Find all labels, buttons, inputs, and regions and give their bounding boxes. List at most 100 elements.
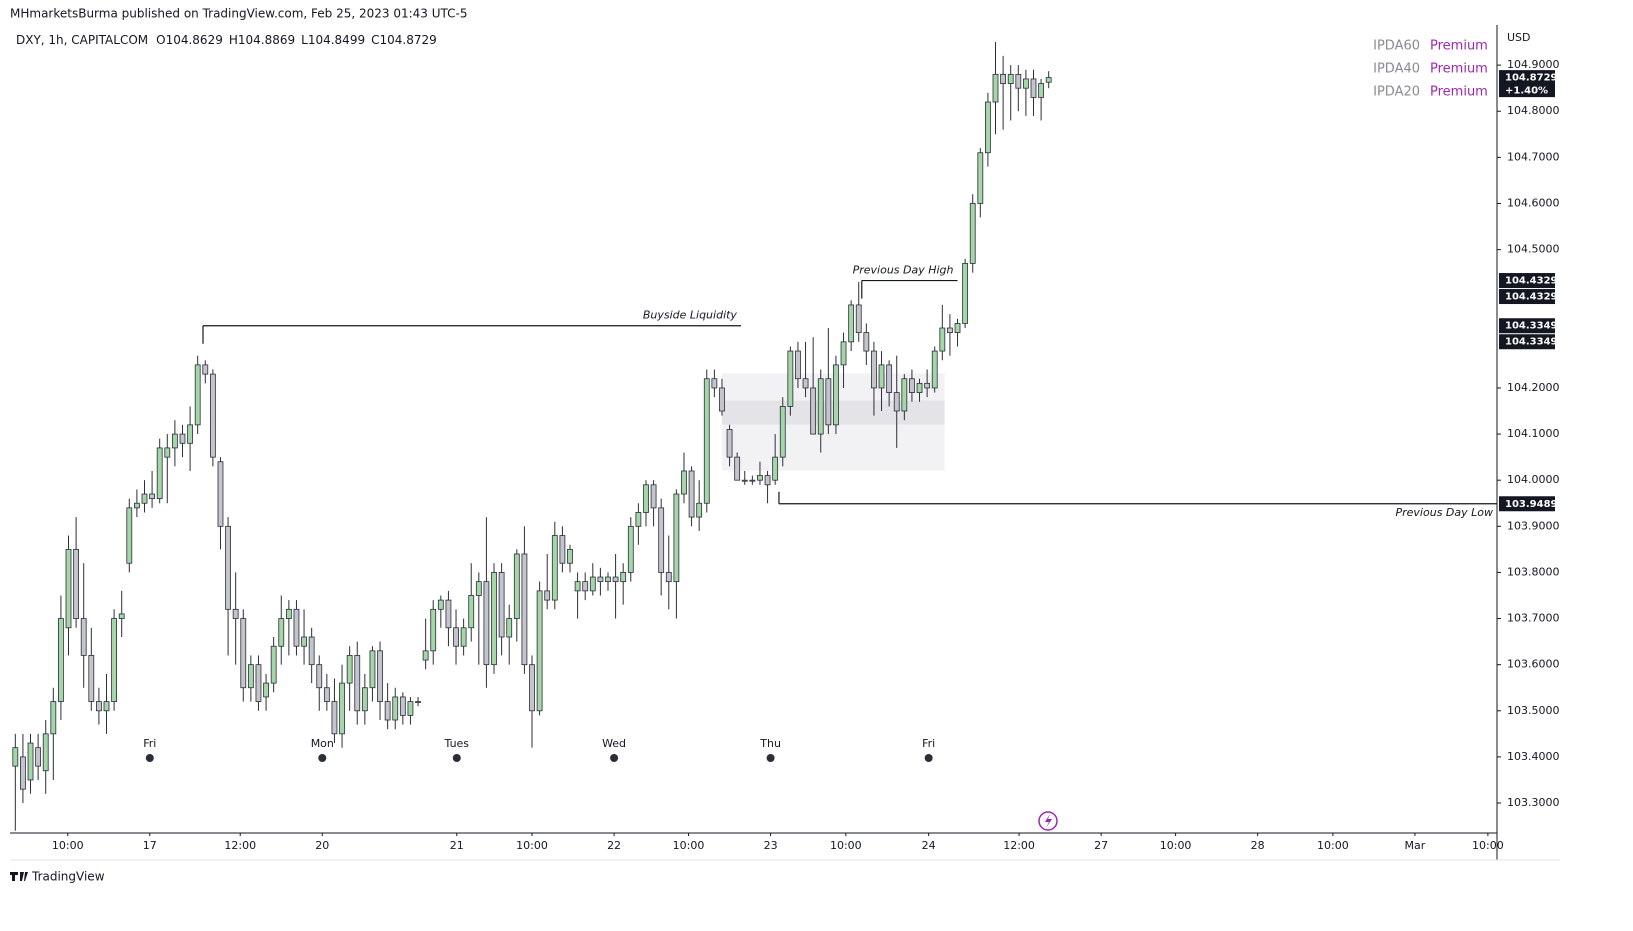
session-dot: [766, 754, 775, 762]
candle-body: [962, 263, 969, 324]
candle-body: [741, 479, 748, 482]
session-dot: [452, 754, 461, 762]
candle-body: [817, 378, 824, 435]
candle-body: [551, 535, 558, 601]
candle-body: [111, 618, 117, 702]
candle-body: [240, 618, 247, 689]
price-tag-label: 103.9489: [1505, 499, 1558, 510]
price-tag: [1499, 318, 1555, 334]
candle-body: [772, 456, 779, 481]
candle-body: [726, 429, 733, 458]
y-tick-label: 104.2000: [1507, 381, 1560, 394]
lightning-icon[interactable]: [1038, 811, 1058, 831]
candle-body: [749, 479, 756, 482]
y-tick-label: 103.3000: [1507, 796, 1560, 809]
price-tag-label: 104.4329: [1505, 292, 1558, 303]
legend-name: IPDA60: [1373, 39, 1420, 54]
candle-body: [80, 618, 87, 656]
c-label: C: [371, 33, 379, 47]
candle-body: [871, 350, 877, 389]
candle-body: [521, 553, 528, 666]
candle-body: [612, 576, 619, 583]
candle-body: [1000, 73, 1007, 84]
candle-body: [681, 470, 687, 495]
x-tick-label: 27: [1094, 839, 1108, 852]
legend-state: Premium: [1430, 62, 1488, 77]
candle-body: [544, 590, 551, 601]
price-tag: [1499, 273, 1555, 289]
session-dot: [924, 754, 933, 762]
x-tick-label: 10:00: [1160, 839, 1192, 852]
candle-body: [187, 424, 193, 444]
candle-body: [635, 512, 642, 527]
candle-body: [255, 664, 262, 702]
h-value: 104.8869: [238, 33, 295, 47]
legend-name: IPDA20: [1373, 85, 1420, 100]
y-tick-label: 103.8000: [1507, 565, 1560, 578]
o-label: O: [156, 33, 165, 47]
candle-body: [977, 152, 984, 204]
candle-body: [171, 433, 178, 449]
price-tag-label: 104.4329: [1505, 276, 1558, 287]
y-tick-label: 104.0000: [1507, 473, 1560, 486]
candle-body: [757, 475, 763, 481]
candle-body: [437, 599, 444, 610]
candle-body: [582, 581, 589, 592]
candle-body: [377, 650, 383, 702]
candle-body: [1045, 77, 1052, 83]
candle-body: [703, 378, 710, 504]
x-tick-label: 10:00: [1317, 839, 1349, 852]
price-tag-label: 104.3349: [1505, 321, 1558, 332]
x-tick-label: 24: [922, 839, 936, 852]
x-tick-label: 12:00: [224, 839, 256, 852]
legend-state: Premium: [1430, 85, 1488, 100]
candle-body: [270, 645, 277, 684]
session-label: Mon: [311, 737, 334, 750]
candle-body: [536, 590, 543, 712]
x-tick-label: 28: [1251, 839, 1265, 852]
candle-body: [225, 525, 231, 610]
candle-body: [665, 572, 672, 583]
price-tag: [1499, 70, 1555, 98]
candle-body: [939, 327, 946, 352]
candle-body: [399, 696, 406, 716]
candle-body: [430, 608, 437, 652]
candle-body: [1038, 83, 1044, 98]
candle-body: [931, 350, 938, 389]
price-tag-change: +1.40%: [1505, 86, 1548, 97]
x-tick-label: 10:00: [516, 839, 548, 852]
candle-body: [422, 650, 429, 661]
y-tick-label: 104.9000: [1507, 58, 1560, 71]
x-tick-label: 12:00: [1003, 839, 1035, 852]
x-tick-label: 17: [143, 839, 157, 852]
candle-body: [825, 378, 832, 426]
candle-body: [460, 627, 467, 647]
candle-body: [696, 502, 703, 518]
y-tick-label: 103.7000: [1507, 612, 1560, 625]
candle-body: [475, 581, 482, 596]
candle-body: [650, 484, 657, 509]
candle-body: [916, 382, 923, 393]
candle-body: [301, 636, 307, 647]
candle-body: [992, 73, 999, 103]
session-label: Fri: [922, 737, 935, 750]
candle-body: [133, 502, 140, 509]
candle-body: [1015, 73, 1022, 89]
footer-brand: TradingView: [31, 870, 105, 884]
candle-body: [810, 387, 817, 435]
candle-body: [354, 655, 361, 712]
candle-body: [42, 733, 49, 772]
legend-state: Premium: [1430, 39, 1488, 54]
candle-body: [308, 636, 315, 666]
candle-body: [65, 548, 72, 629]
candle-body: [863, 332, 870, 352]
candle-body: [88, 655, 95, 702]
candle-body: [194, 364, 201, 426]
symbol: DXY, 1h, CAPITALCOM O104.8629 H104.8869 L10…: [16, 33, 437, 47]
candle-body: [559, 535, 566, 564]
candle-body: [323, 687, 330, 702]
x-tick-label: 22: [607, 839, 621, 852]
price-tag: [1499, 289, 1555, 305]
candle-body: [840, 341, 847, 366]
candle-body: [209, 373, 216, 458]
